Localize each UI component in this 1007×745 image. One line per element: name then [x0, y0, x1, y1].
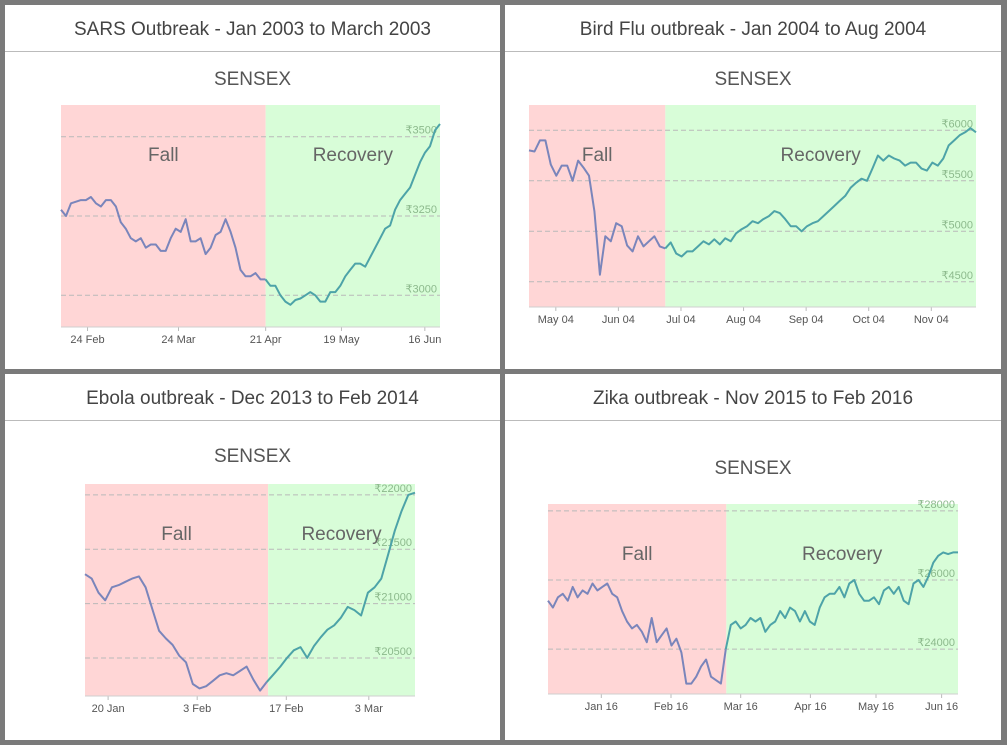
fall-label: Fall: [148, 145, 179, 166]
y-tick-label: ₹3250: [406, 204, 437, 216]
chart-svg: ₹28000 ₹26000 ₹24000 Fall Recovery Jan 16 Feb …: [547, 499, 958, 713]
fall-label: Fall: [622, 544, 653, 565]
panel-zika: Zika outbreak - Nov 2015 to Feb 2016 SEN…: [505, 374, 1001, 740]
panel-title: SARS Outbreak - Jan 2003 to March 2003: [5, 5, 500, 52]
x-tick-label: Sep 04: [789, 314, 824, 326]
series-line-fall: [547, 582, 727, 685]
fall-region: [548, 504, 727, 694]
recovery-label: Recovery: [781, 145, 862, 166]
panel-title: Bird Flu outbreak - Jan 2004 to Aug 2004: [505, 5, 1001, 52]
x-tick-label: Jun 04: [602, 314, 635, 326]
series-line-recovery: [664, 127, 977, 258]
fall-label: Fall: [582, 145, 613, 166]
recovery-label: Recovery: [313, 145, 394, 166]
y-tick-label: ₹3500: [406, 125, 437, 137]
recovery-region: [268, 484, 415, 696]
y-tick-label: ₹21000: [374, 592, 412, 604]
recovery-region: [726, 504, 958, 694]
chart-subtitle: SENSEX: [213, 69, 292, 90]
panel-sars: SARS Outbreak - Jan 2003 to March 2003 S…: [5, 5, 500, 369]
fall-region: [85, 484, 269, 696]
x-tick-label: Mar 16: [724, 701, 758, 713]
recovery-label: Recovery: [802, 544, 883, 565]
x-tick-label: 24 Feb: [70, 334, 104, 346]
y-tick-label: ₹22000: [374, 483, 412, 495]
y-tick-label: ₹6000: [942, 118, 973, 130]
chart-plot: ₹28000 ₹26000 ₹24000 Fall Recovery Jan 16 Feb …: [547, 499, 958, 716]
chart-plot: ₹22000 ₹21500 ₹21000 ₹20500 Fall Recovery 20 J…: [84, 483, 416, 718]
y-tick-label: ₹5500: [942, 169, 973, 181]
chart-plot: ₹3500 ₹3250 ₹3000 Fall Recovery 24 Feb 24 Mar 2…: [60, 105, 441, 349]
x-tick-label: 16 Jun: [408, 334, 441, 346]
y-tick-label: ₹4500: [942, 270, 973, 282]
x-tick-label: 20 Jan: [92, 703, 125, 715]
chart-svg: ₹6000 ₹5500 ₹5000 ₹4500 Fall Recovery May 04 Ju…: [528, 105, 977, 326]
fall-region: [529, 105, 666, 307]
x-tick-label: Jun 16: [925, 701, 958, 713]
x-tick-label: Jan 16: [585, 701, 618, 713]
chart-subtitle: SENSEX: [714, 458, 792, 479]
y-tick-label: ₹21500: [374, 537, 412, 549]
x-tick-label: 3 Mar: [355, 703, 383, 715]
x-tick-label: Jul 04: [666, 314, 695, 326]
chart-svg: ₹3500 ₹3250 ₹3000 Fall Recovery 24 Feb 24 Mar 2…: [60, 105, 441, 346]
x-tick-label: 24 Mar: [161, 334, 196, 346]
chart-subtitle: SENSEX: [213, 446, 292, 467]
y-tick-label: ₹28000: [917, 499, 955, 511]
series-line-recovery: [266, 491, 416, 683]
x-tick-label: Nov 04: [914, 314, 949, 326]
x-tick-label: 3 Feb: [183, 703, 211, 715]
x-tick-label: 17 Feb: [269, 703, 303, 715]
recovery-region: [665, 105, 976, 307]
chart-subtitle: SENSEX: [714, 69, 792, 90]
series-line-recovery: [724, 551, 958, 650]
x-tick-label: 21 Apr: [250, 334, 282, 346]
x-tick-label: 19 May: [323, 334, 360, 346]
recovery-label: Recovery: [301, 524, 382, 545]
series-line-fall: [60, 196, 266, 281]
y-tick-label: ₹24000: [917, 637, 955, 649]
fall-label: Fall: [161, 524, 192, 545]
y-tick-label: ₹26000: [917, 568, 955, 580]
y-tick-label: ₹5000: [942, 219, 973, 231]
panel-title: Zika outbreak - Nov 2015 to Feb 2016: [505, 374, 1001, 421]
chart-svg: ₹22000 ₹21500 ₹21000 ₹20500 Fall Recovery 20 J…: [84, 483, 416, 715]
series-line-fall: [528, 139, 666, 276]
x-tick-label: Oct 04: [853, 314, 885, 326]
y-tick-label: ₹20500: [374, 646, 412, 658]
x-tick-label: May 16: [858, 701, 894, 713]
x-tick-label: Feb 16: [654, 701, 688, 713]
panel-bird-flu: Bird Flu outbreak - Jan 2004 to Aug 2004…: [505, 5, 1001, 369]
y-tick-label: ₹3000: [406, 283, 437, 295]
series-line-recovery: [264, 123, 441, 306]
series-line-fall: [84, 573, 268, 692]
chart-plot: ₹6000 ₹5500 ₹5000 ₹4500 Fall Recovery May 04 Ju…: [528, 105, 977, 329]
x-tick-label: Aug 04: [726, 314, 761, 326]
fall-region: [61, 105, 266, 327]
panel-ebola: Ebola outbreak - Dec 2013 to Feb 2014 SE…: [5, 374, 500, 740]
x-tick-label: Apr 16: [794, 701, 826, 713]
x-tick-label: May 04: [538, 314, 574, 326]
panel-title: Ebola outbreak - Dec 2013 to Feb 2014: [5, 374, 500, 421]
